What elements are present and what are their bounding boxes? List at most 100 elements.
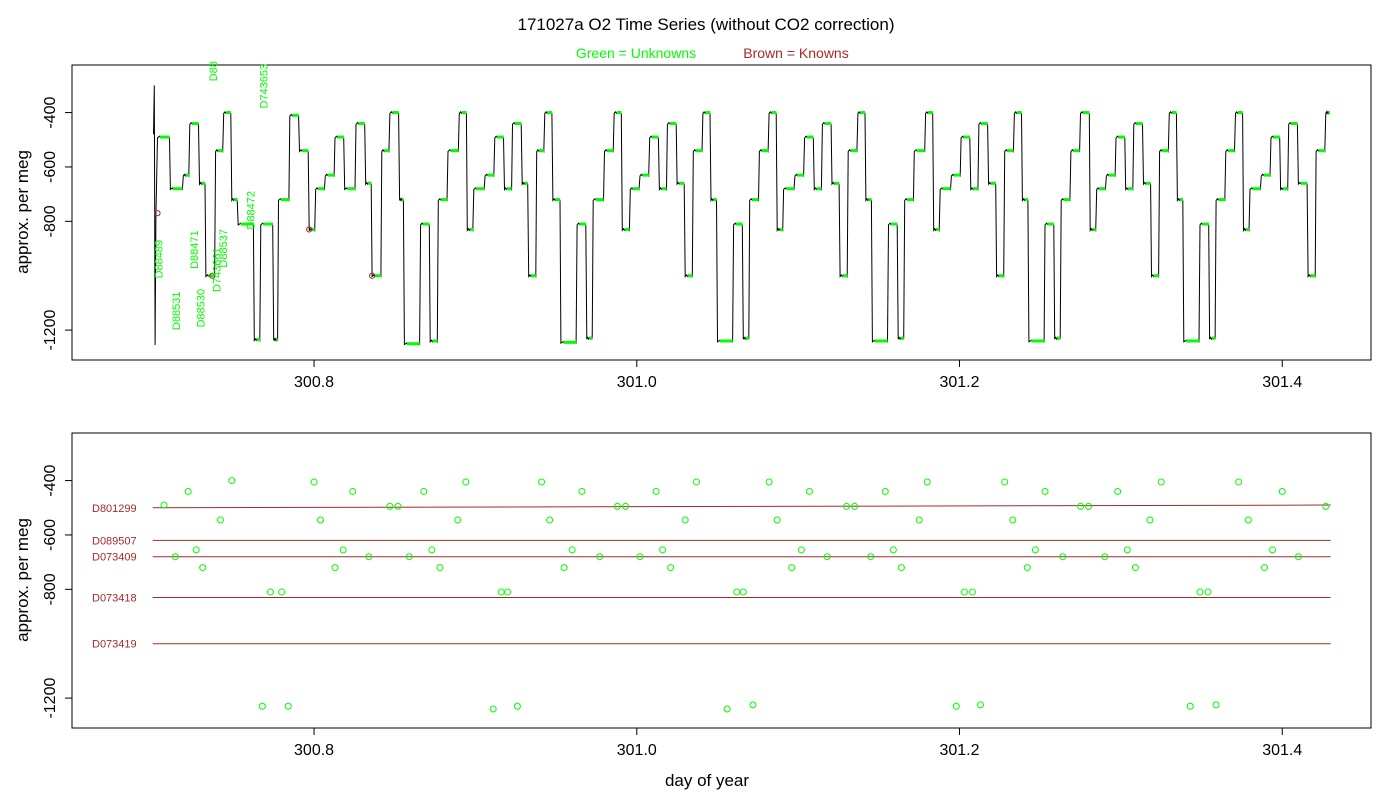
x-tick-label: 300.8 [294,374,334,391]
reference-label: D089507 [92,535,137,547]
unknown-point [1157,478,1165,486]
cylinder-label: D88472 [245,191,257,230]
unknown-point [513,702,521,710]
unknown-point [497,588,505,596]
unknown-point [1123,546,1131,554]
y-tick-label: -400 [42,464,59,496]
y-tick-label: -800 [42,205,59,237]
unknown-point [278,588,286,596]
unknown-point [739,588,747,596]
unknown-point [462,478,470,486]
unknown-point [310,478,318,486]
y-tick-label: -1200 [42,678,59,719]
unknown-point [915,516,923,524]
unknown-point [266,588,274,596]
unknown-point [1278,487,1286,495]
unknown-point [797,546,805,554]
y-tick-label: -600 [42,519,59,551]
unknown-point [1244,516,1252,524]
unknown-point [560,564,568,572]
unknown-point [843,502,851,510]
x-tick-label: 301.4 [1262,374,1302,391]
reference-label: D801299 [92,503,137,515]
unknown-point [749,701,757,709]
reference-label: D073409 [92,552,137,564]
top-y-axis: -400 -800 -1200 -600 [42,96,72,351]
unknown-point [428,546,436,554]
unknown-point [489,705,497,713]
unknown-point [1114,487,1122,495]
unknown-point [454,516,462,524]
unknown-point [184,487,192,495]
unknown-point [976,701,984,709]
unknown-point [1085,502,1093,510]
unknown-point [889,546,897,554]
y-tick-label: -600 [42,151,59,183]
unknown-point [284,702,292,710]
bottom-panel: D801299 D089507 D073409 D073418 D073419 300.… [13,432,1372,759]
cylinder-label: D88531 [171,292,183,331]
unknown-point [546,516,554,524]
known-marker [209,272,216,279]
cylinder-label: D88471 [189,230,201,269]
unknown-point [733,588,741,596]
cylinder-label: D88537 [218,229,230,268]
known-marker [154,210,161,217]
unknown-point [1131,564,1139,572]
unknown-point [596,553,604,561]
x-tick-label: 301.0 [617,374,657,391]
unknown-point [881,487,889,495]
unknown-point [867,553,875,561]
unknown-point [1322,502,1330,510]
unknown-point [436,564,444,572]
unknown-point [1101,553,1109,561]
unknown-point [405,553,413,561]
unknown-point [578,487,586,495]
figure-title: 171027a O2 Time Series (without CO2 corr… [517,15,894,34]
unknown-point [851,502,859,510]
unknown-point [652,487,660,495]
unknown-point [681,516,689,524]
top-y-axis-label: approx. per meg [13,150,32,274]
bottom-y-axis: -400 -800 -1200 -600 [42,464,72,719]
unknown-point [504,588,512,596]
bottom-plot-frame [71,432,1372,729]
unknown-point [1196,588,1204,596]
bottom-plot-marks: D801299 D089507 D073409 D073418 D073419 [92,477,1331,713]
reference-label: D073419 [92,639,137,651]
unknown-point [897,564,905,572]
unknown-point [1235,478,1243,486]
unknown-point [171,553,179,561]
x-tick-label: 300.8 [294,742,334,759]
cylinder-label: D88 [208,61,220,81]
reference-label: D073418 [92,592,137,604]
x-tick-label: 301.4 [1262,742,1302,759]
known-marker [369,272,376,279]
unknown-point [1186,702,1194,710]
top-x-axis: 300.8 301.0 301.2 301.4 [294,360,1302,391]
known-marker [306,226,313,233]
unknown-point [365,553,373,561]
unknown-point [805,487,813,495]
unknown-point [692,478,700,486]
unknown-point [1041,487,1049,495]
unknown-point [1023,564,1031,572]
legend-knowns: Brown = Knowns [743,45,848,61]
unknown-point [1059,553,1067,561]
unknown-point [960,588,968,596]
cylinder-label: D88530 [195,289,207,328]
unknown-point [823,553,831,561]
unknown-point [621,502,629,510]
unknown-point [331,564,339,572]
unknown-point [192,546,200,554]
unknown-point [349,487,357,495]
cylinder-label: D88489 [153,240,165,279]
unknown-point [1212,701,1220,709]
reference-line [152,504,1331,509]
unknown-point [199,564,207,572]
bottom-x-axis: 300.8 301.0 301.2 301.4 [294,728,1302,759]
bottom-y-axis-label: approx. per meg [13,518,32,642]
